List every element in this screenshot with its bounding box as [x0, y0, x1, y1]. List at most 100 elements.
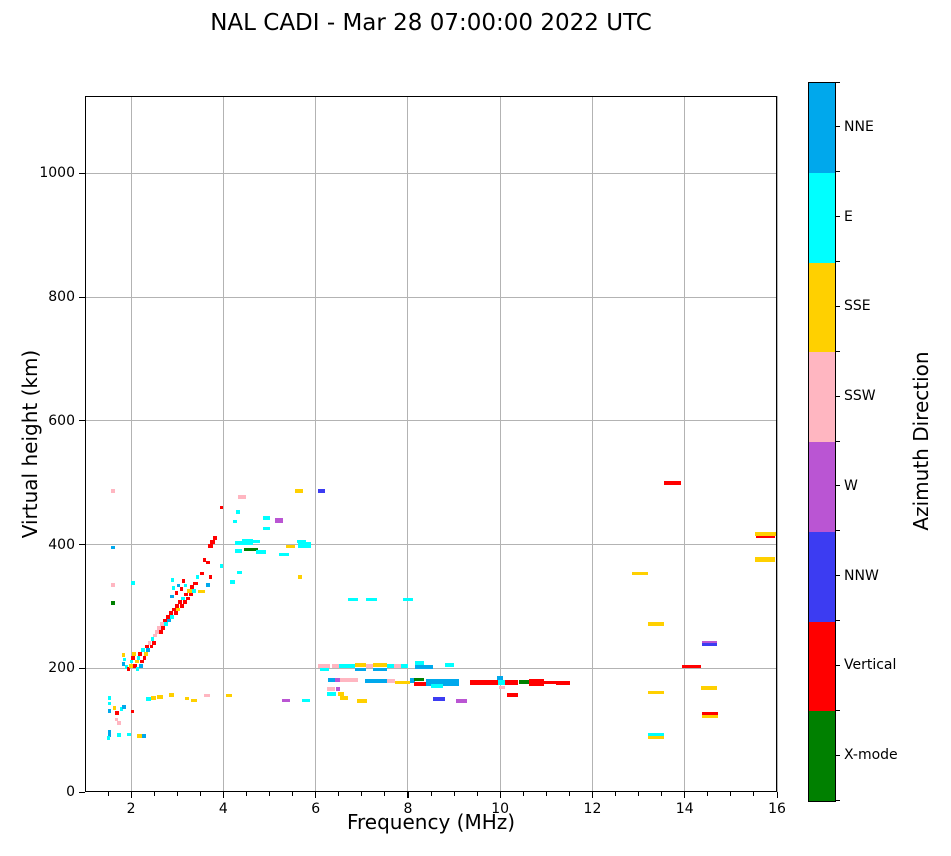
- echo-point: [151, 641, 156, 645]
- echo-point: [205, 582, 210, 587]
- x-axis-minor-tick: [269, 792, 271, 796]
- echo-point: [499, 685, 505, 690]
- echo-point: [177, 583, 181, 588]
- x-axis-minor-tick: [338, 792, 340, 796]
- echo-point: [337, 692, 345, 697]
- colorbar-axis-label: Azimuth Direction: [909, 351, 933, 531]
- echo-point: [131, 655, 135, 660]
- x-axis-tick: [222, 792, 225, 798]
- echo-point: [238, 495, 247, 499]
- grid-line-horizontal: [85, 296, 777, 298]
- colorbar-boundary-tick: [835, 350, 840, 352]
- colorbar-segment-e: [809, 172, 835, 263]
- echo-point: [111, 489, 115, 494]
- echo-point: [320, 667, 330, 672]
- y-axis-tick-label: 200: [48, 660, 75, 677]
- x-axis-tick-label: 12: [583, 801, 602, 817]
- colorbar-center-tick: [835, 575, 840, 577]
- echo-point: [173, 611, 178, 616]
- colorbar-tick-label: E: [844, 208, 853, 225]
- y-axis-tick-label: 1000: [39, 165, 75, 182]
- x-axis-minor-tick: [545, 792, 547, 796]
- echo-point: [127, 732, 131, 737]
- azimuth-colorbar: [808, 82, 836, 802]
- grid-line-vertical: [130, 96, 132, 792]
- echo-point: [158, 629, 163, 634]
- grid-line-vertical: [684, 96, 686, 792]
- echo-point: [180, 596, 186, 601]
- echo-point: [184, 592, 189, 597]
- colorbar-tick-label: NNW: [844, 567, 879, 584]
- echo-point: [347, 597, 359, 602]
- echo-point: [387, 679, 395, 684]
- echo-point: [157, 695, 164, 700]
- echo-point: [111, 545, 115, 550]
- echo-point: [193, 581, 198, 586]
- echo-point: [456, 699, 467, 703]
- y-axis-tick-label: 0: [66, 784, 75, 800]
- echo-point: [170, 594, 174, 599]
- grid-line-horizontal: [85, 172, 777, 174]
- echo-point: [220, 564, 224, 569]
- echo-point: [236, 509, 241, 514]
- echo-point: [174, 590, 179, 595]
- colorbar-center-tick: [835, 216, 840, 218]
- echo-point: [431, 684, 443, 689]
- colorbar-center-tick: [835, 754, 840, 756]
- x-axis-minor-tick: [453, 792, 455, 796]
- grid-line-vertical: [776, 96, 778, 792]
- echo-point: [121, 652, 126, 657]
- echo-point: [755, 557, 775, 562]
- echo-point: [663, 480, 682, 485]
- echo-point: [121, 662, 126, 666]
- echo-point: [141, 733, 147, 738]
- echo-point: [176, 607, 181, 612]
- echo-point: [518, 680, 531, 684]
- echo-point: [169, 693, 175, 697]
- echo-point: [114, 717, 119, 722]
- x-axis-minor-tick: [707, 792, 709, 796]
- echo-point: [528, 679, 545, 686]
- x-axis-tick: [684, 792, 686, 798]
- echo-point: [631, 571, 648, 576]
- colorbar-segment-nne: [809, 83, 835, 173]
- echo-point: [117, 721, 121, 726]
- x-axis-minor-tick: [568, 792, 570, 796]
- echo-point: [184, 583, 188, 588]
- echo-point: [138, 652, 142, 656]
- echo-point: [647, 621, 664, 626]
- echo-point: [107, 736, 111, 741]
- echo-point: [192, 589, 197, 593]
- echo-point: [128, 663, 133, 668]
- y-axis-tick-label: 800: [48, 289, 75, 306]
- x-axis-minor-tick: [245, 792, 247, 796]
- echo-point: [395, 680, 411, 685]
- grid-line-horizontal: [85, 544, 777, 546]
- echo-point: [208, 543, 213, 548]
- x-axis-minor-tick: [153, 792, 155, 796]
- echo-point: [230, 580, 235, 585]
- echo-point: [647, 736, 664, 739]
- x-axis-minor-tick: [199, 792, 201, 796]
- x-axis-minor-tick: [430, 792, 432, 796]
- x-axis-minor-tick: [615, 792, 617, 796]
- echo-point: [401, 663, 408, 668]
- x-axis-minor-tick: [107, 792, 109, 796]
- x-axis-minor-tick: [476, 792, 478, 796]
- x-axis-tick: [407, 792, 409, 798]
- echo-point: [433, 697, 445, 702]
- y-axis-tick: [79, 667, 85, 669]
- echo-point: [366, 663, 374, 668]
- colorbar-boundary-tick: [835, 440, 840, 442]
- echo-point: [126, 667, 131, 671]
- colorbar-segment-vertical: [809, 621, 835, 712]
- echo-point: [165, 615, 170, 619]
- echo-point: [365, 679, 388, 684]
- echo-point: [202, 558, 207, 562]
- echo-point: [544, 681, 557, 684]
- echo-point: [262, 516, 270, 520]
- echo-point: [188, 592, 193, 597]
- echo-point: [134, 659, 139, 664]
- x-axis-tick: [130, 792, 132, 798]
